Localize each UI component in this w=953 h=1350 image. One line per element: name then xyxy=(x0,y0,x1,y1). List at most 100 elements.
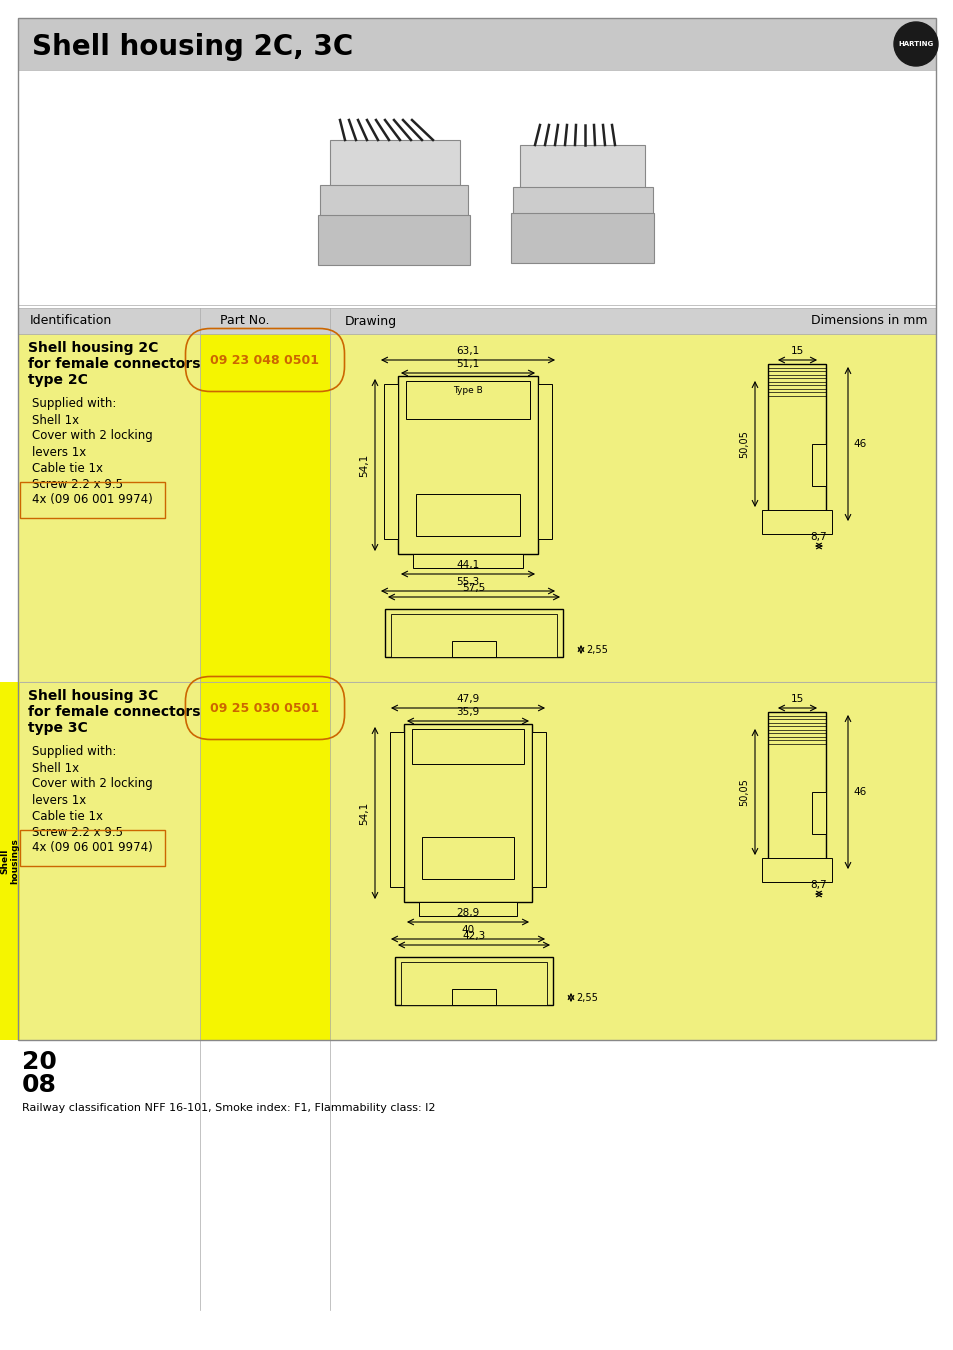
Text: Cover with 2 locking: Cover with 2 locking xyxy=(32,778,152,791)
Text: 46: 46 xyxy=(852,439,865,450)
Text: Supplied with:: Supplied with: xyxy=(32,397,116,410)
Text: Shell housing 2C, 3C: Shell housing 2C, 3C xyxy=(32,32,353,61)
Text: Shell 1x: Shell 1x xyxy=(32,413,79,427)
Text: Part No.: Part No. xyxy=(220,315,269,328)
Circle shape xyxy=(503,815,519,832)
Text: 15: 15 xyxy=(789,346,802,356)
Text: Shell housing 3C: Shell housing 3C xyxy=(28,688,158,703)
Bar xyxy=(406,381,530,418)
Bar xyxy=(200,333,330,682)
Text: Railway classification NFF 16-101, Smoke index: F1, Flammability class: I2: Railway classification NFF 16-101, Smoke… xyxy=(22,1103,435,1112)
Text: for female connectors: for female connectors xyxy=(28,705,200,720)
Text: 42,3: 42,3 xyxy=(462,931,485,941)
Bar xyxy=(513,188,652,230)
Bar xyxy=(319,185,468,230)
Text: Shell housing 2C: Shell housing 2C xyxy=(28,342,158,355)
Bar xyxy=(418,902,517,917)
Bar xyxy=(18,333,935,682)
Text: 54,1: 54,1 xyxy=(358,454,369,477)
Bar xyxy=(421,837,514,879)
Bar xyxy=(403,724,532,902)
Bar xyxy=(452,990,496,1004)
Text: HARTING: HARTING xyxy=(898,40,933,47)
Text: 54,1: 54,1 xyxy=(358,802,369,825)
Bar xyxy=(761,510,831,535)
Bar xyxy=(767,364,825,524)
Text: 2,55: 2,55 xyxy=(585,645,607,655)
Text: type 3C: type 3C xyxy=(28,721,88,734)
Text: for female connectors: for female connectors xyxy=(28,356,200,371)
Text: 15: 15 xyxy=(789,694,802,703)
Text: Cable tie 1x: Cable tie 1x xyxy=(32,810,103,822)
Text: levers 1x: levers 1x xyxy=(32,794,86,806)
Text: 8,7: 8,7 xyxy=(810,532,826,541)
Text: 8,7: 8,7 xyxy=(810,880,826,890)
Text: Identification: Identification xyxy=(30,315,112,328)
Text: 20: 20 xyxy=(22,1050,57,1075)
Bar xyxy=(391,614,557,657)
Text: 46: 46 xyxy=(852,787,865,796)
Text: Type B: Type B xyxy=(453,386,482,396)
Text: Shell 1x: Shell 1x xyxy=(32,761,79,775)
Bar xyxy=(413,554,522,568)
Text: type 2C: type 2C xyxy=(28,373,88,387)
Bar xyxy=(532,732,545,887)
Circle shape xyxy=(410,472,426,489)
Bar xyxy=(317,215,470,265)
Text: Screw 2.2 x 9.5: Screw 2.2 x 9.5 xyxy=(32,478,123,490)
Bar xyxy=(397,377,537,554)
Text: 50,05: 50,05 xyxy=(739,431,748,458)
Bar xyxy=(18,308,935,333)
Bar xyxy=(519,144,644,220)
Text: 4x (09 06 001 9974): 4x (09 06 001 9974) xyxy=(32,841,152,855)
Text: Dimensions in mm: Dimensions in mm xyxy=(811,315,927,328)
Text: 09 25 030 0501: 09 25 030 0501 xyxy=(211,702,319,714)
Bar xyxy=(385,609,562,657)
Bar xyxy=(452,641,496,657)
Text: 35,9: 35,9 xyxy=(456,707,479,717)
Text: 44,1: 44,1 xyxy=(456,560,479,570)
Bar xyxy=(18,18,935,70)
Bar xyxy=(18,70,935,305)
Circle shape xyxy=(510,472,525,489)
Text: Cable tie 1x: Cable tie 1x xyxy=(32,462,103,474)
Text: 63,1: 63,1 xyxy=(456,346,479,356)
Bar xyxy=(761,859,831,882)
Bar xyxy=(18,682,935,1040)
Bar xyxy=(0,682,20,1040)
Text: 55,3: 55,3 xyxy=(456,576,479,587)
Bar xyxy=(200,682,330,1040)
Text: 47,9: 47,9 xyxy=(456,694,479,703)
Text: 09 23 048 0501: 09 23 048 0501 xyxy=(211,354,319,366)
Circle shape xyxy=(454,431,481,458)
Bar xyxy=(811,444,825,486)
Bar xyxy=(811,792,825,834)
Text: 28,9: 28,9 xyxy=(456,909,479,918)
Circle shape xyxy=(460,779,475,792)
Bar xyxy=(511,213,654,263)
Circle shape xyxy=(893,22,937,66)
Bar xyxy=(395,957,553,1004)
Bar xyxy=(400,963,546,1004)
Text: Supplied with:: Supplied with: xyxy=(32,745,116,759)
Circle shape xyxy=(460,437,475,451)
Text: 50,05: 50,05 xyxy=(739,778,748,806)
Bar xyxy=(390,732,403,887)
Text: Drawing: Drawing xyxy=(345,315,396,328)
Text: Cover with 2 locking: Cover with 2 locking xyxy=(32,429,152,443)
Bar xyxy=(18,18,935,1040)
Bar xyxy=(767,711,825,872)
Bar xyxy=(416,494,519,536)
Text: Screw 2.2 x 9.5: Screw 2.2 x 9.5 xyxy=(32,825,123,838)
Text: levers 1x: levers 1x xyxy=(32,446,86,459)
Bar xyxy=(412,729,523,764)
Circle shape xyxy=(416,815,432,832)
Text: 40: 40 xyxy=(461,925,474,936)
Bar xyxy=(330,140,459,220)
Text: Shell
housings: Shell housings xyxy=(0,838,20,884)
Bar xyxy=(537,383,552,539)
Text: 57,5: 57,5 xyxy=(462,583,485,593)
Bar xyxy=(384,383,397,539)
Text: 2,55: 2,55 xyxy=(576,994,598,1003)
Text: 4x (09 06 001 9974): 4x (09 06 001 9974) xyxy=(32,494,152,506)
